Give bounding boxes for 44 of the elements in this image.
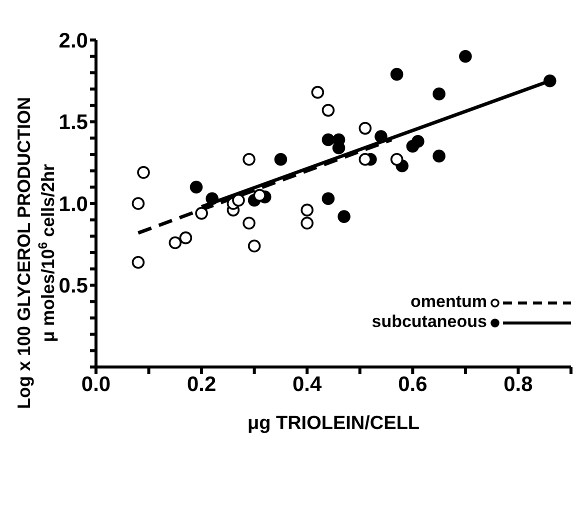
point	[459, 50, 472, 63]
point	[300, 216, 314, 230]
point	[242, 216, 256, 230]
y-tick-label: 0.5	[58, 274, 88, 298]
point	[322, 192, 335, 205]
point	[322, 133, 335, 146]
point	[179, 231, 192, 244]
point	[332, 142, 346, 154]
point	[253, 188, 266, 202]
point	[390, 152, 404, 166]
y-tick-label: 1.5	[58, 111, 88, 134]
point	[242, 152, 256, 166]
point	[311, 86, 324, 99]
point	[206, 192, 219, 205]
point	[412, 134, 424, 148]
point	[543, 74, 556, 88]
y-tick-label: 2.0	[58, 29, 88, 52]
point	[300, 204, 314, 216]
point	[232, 194, 245, 207]
point	[432, 150, 446, 162]
point	[374, 130, 388, 143]
x-tick-label: 0.4	[292, 372, 322, 396]
x-tick-label: 0.2	[186, 372, 216, 396]
point	[195, 206, 208, 220]
legend-label: omentum	[410, 292, 487, 312]
legend-label: subcutaneous	[372, 312, 487, 332]
point	[274, 152, 288, 166]
x-tick-label: 0.8	[504, 372, 534, 396]
point	[432, 88, 446, 100]
x-axis-title: μg TRIOLEIN/CELL	[247, 413, 420, 434]
point	[137, 166, 150, 179]
point	[338, 210, 350, 223]
point	[168, 236, 182, 250]
y-tick-label: 1.0	[58, 192, 88, 216]
x-tick-label: 0.6	[398, 372, 428, 396]
point	[390, 68, 404, 81]
point	[132, 256, 145, 269]
point	[358, 152, 372, 166]
point	[190, 180, 203, 194]
point	[358, 122, 372, 135]
x-tick-label: 0.0	[81, 372, 111, 396]
point	[132, 197, 145, 210]
point	[322, 104, 335, 117]
point	[248, 240, 261, 252]
